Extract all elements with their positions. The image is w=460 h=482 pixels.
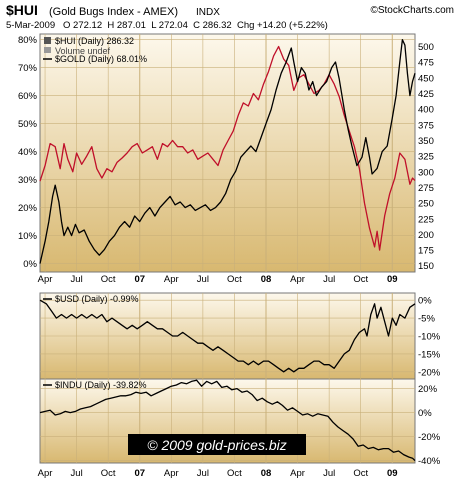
watermark-text: © 2009 gold-prices.biz (147, 437, 287, 453)
y-right-tick-label: -10% (418, 332, 441, 343)
y-left-tick-label: 10% (18, 231, 38, 242)
y-left-tick-label: 20% (18, 203, 38, 214)
x-tick-label: Jul (323, 274, 335, 285)
x-tick-label: Jul (197, 274, 209, 285)
y-right-tick-label: 200 (418, 230, 434, 241)
x-tick-label: 08 (261, 468, 272, 479)
x-tick-label: Apr (290, 468, 305, 479)
series-line-gold (39, 38, 416, 264)
y-right-tick-label: 375 (418, 120, 434, 131)
y-right-tick-label: 350 (418, 136, 434, 147)
x-tick-label: Oct (101, 468, 116, 479)
y-right-tick-label: 0% (418, 296, 432, 307)
chart-symbol: $HUI (6, 2, 38, 18)
y-right-tick-label: 250 (418, 199, 434, 210)
y-right-tick-label: -20% (418, 367, 441, 378)
x-tick-label: 09 (387, 468, 398, 479)
series-line-indu (39, 379, 416, 462)
x-tick-label: 08 (261, 274, 272, 285)
legend-hui: $HUI (Daily) 286.32 (55, 36, 134, 46)
main-panel (39, 33, 416, 273)
y-right-tick-label: 225 (418, 214, 434, 225)
x-tick-label: Apr (164, 468, 179, 479)
x-tick-label: Oct (353, 274, 368, 285)
y-right-tick-label: 175 (418, 246, 434, 257)
x-tick-label: Oct (353, 468, 368, 479)
chart-exchange: INDX (196, 7, 220, 18)
y-right-tick-label: 450 (418, 73, 434, 84)
y-left-tick-label: 50% (18, 119, 38, 130)
x-tick-label: Apr (164, 274, 179, 285)
y-right-tick-label: -20% (418, 432, 441, 443)
y-right-tick-label: -40% (418, 456, 441, 467)
legend-gold: $GOLD (Daily) 68.01% (55, 54, 147, 64)
x-tick-label: Oct (227, 468, 242, 479)
y-right-tick-label: 150 (418, 261, 434, 272)
y-right-tick-label: 400 (418, 105, 434, 116)
y-left-tick-label: 60% (18, 91, 38, 102)
quote-line: 5-Mar-2009 O 272.12 H 287.01 L 272.04 C … (6, 20, 328, 31)
x-tick-label: Jul (71, 468, 83, 479)
y-left-tick-label: 40% (18, 147, 38, 158)
x-tick-label: Jul (323, 468, 335, 479)
legend-volume: Volume undef (55, 46, 111, 56)
x-tick-label: Apr (38, 274, 53, 285)
y-right-tick-label: 275 (418, 183, 434, 194)
legend-usd: $USD (Daily) -0.99% (55, 294, 139, 304)
series-line-usd (39, 299, 416, 373)
y-right-tick-label: 500 (418, 42, 434, 53)
y-right-tick-label: -15% (418, 349, 441, 360)
y-right-tick-label: 20% (418, 384, 438, 395)
x-tick-label: Apr (290, 274, 305, 285)
chart-index-name: (Gold Bugs Index - AMEX) (49, 6, 178, 18)
legend-indu: $INDU (Daily) -39.82% (55, 380, 147, 390)
series-line-hui (39, 45, 416, 251)
y-left-tick-label: 0% (23, 259, 37, 270)
y-right-tick-label: -5% (418, 314, 435, 325)
chart-source: ©StockCharts.com (370, 5, 454, 16)
x-tick-label: Jul (197, 468, 209, 479)
x-tick-label: 07 (134, 274, 145, 285)
x-tick-label: Jul (71, 274, 83, 285)
y-left-tick-label: 70% (18, 63, 38, 74)
x-tick-label: Oct (227, 274, 242, 285)
x-tick-label: Oct (101, 274, 116, 285)
y-right-tick-label: 475 (418, 58, 434, 69)
x-tick-label: Apr (38, 468, 53, 479)
y-right-tick-label: 325 (418, 152, 434, 163)
y-left-tick-label: 80% (18, 35, 38, 46)
main-legend: $HUI (Daily) 286.32 Volume undef $GOLD (… (43, 36, 147, 64)
x-tick-label: 09 (387, 274, 398, 285)
y-right-tick-label: 300 (418, 167, 434, 178)
y-right-tick-label: 0% (418, 408, 432, 419)
watermark-box (128, 434, 306, 455)
y-right-tick-label: 425 (418, 89, 434, 100)
x-tick-label: 07 (134, 468, 145, 479)
y-left-tick-label: 30% (18, 175, 38, 186)
